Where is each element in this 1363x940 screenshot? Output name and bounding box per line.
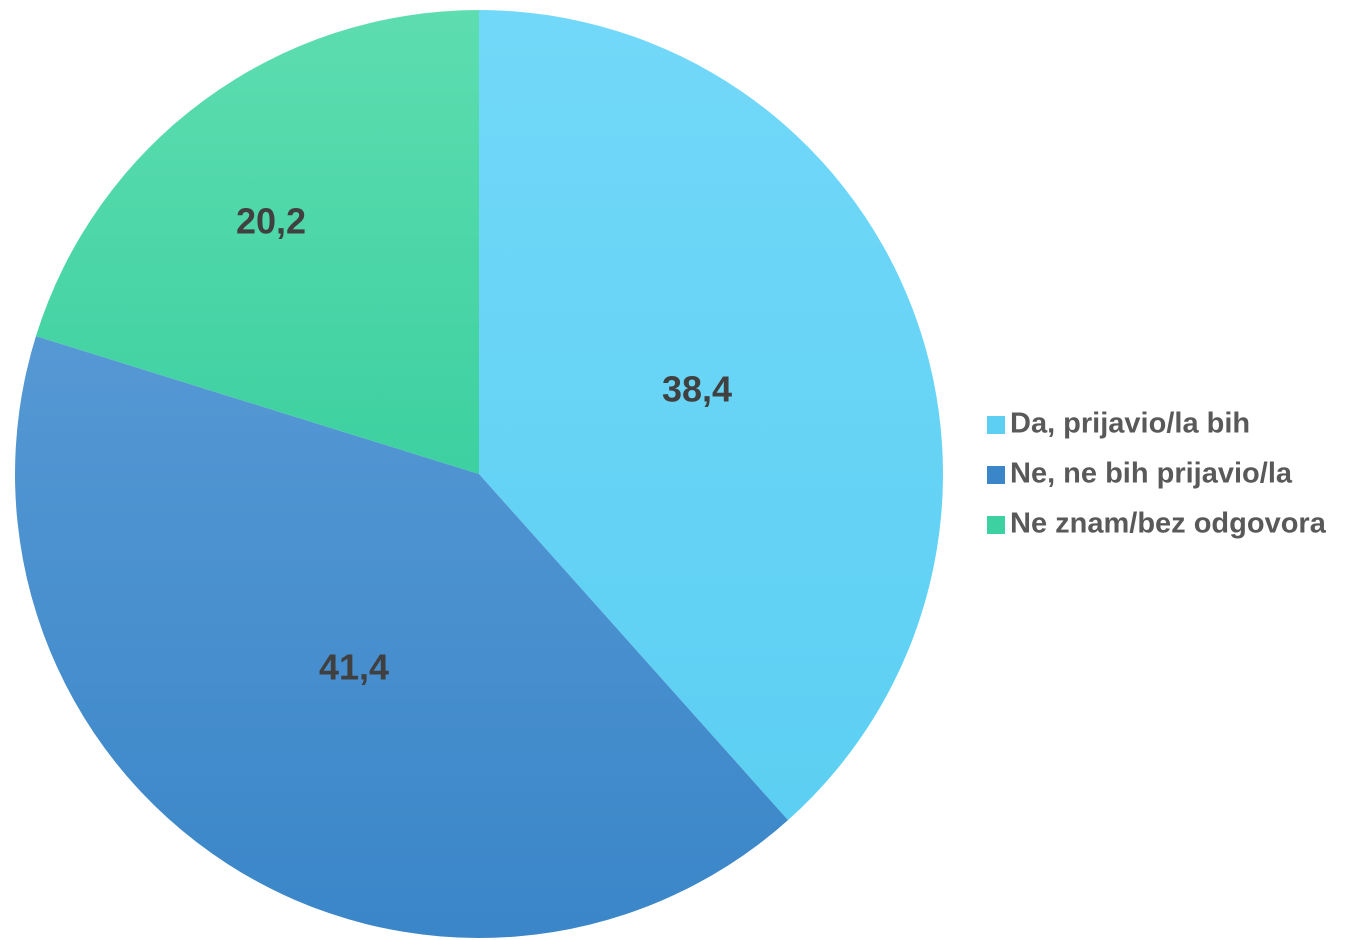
data-label-1: 38,4: [662, 369, 732, 410]
pie-slice-3: [35, 10, 480, 474]
legend-swatch-2: [987, 466, 1005, 484]
legend: Da, prijavio/la bih Ne, ne bih prijavio/l…: [987, 408, 1327, 540]
legend-label-3: Ne znam/bez odgovora: [1010, 508, 1327, 540]
pie-slice-1: [479, 10, 943, 821]
data-label-3: 20,2: [236, 201, 306, 242]
legend-swatch-1: [987, 416, 1005, 434]
pie-slice-2: [14, 336, 789, 938]
legend-label-1: Da, prijavio/la bih: [1010, 408, 1250, 440]
legend-swatch-3: [987, 516, 1005, 534]
legend-label-2: Ne, ne bih prijavio/la: [1010, 458, 1293, 490]
data-label-2: 41,4: [319, 647, 389, 688]
pie-data-labels: 38,4 41,4 20,2: [236, 201, 732, 688]
pie-slices: [14, 10, 943, 938]
